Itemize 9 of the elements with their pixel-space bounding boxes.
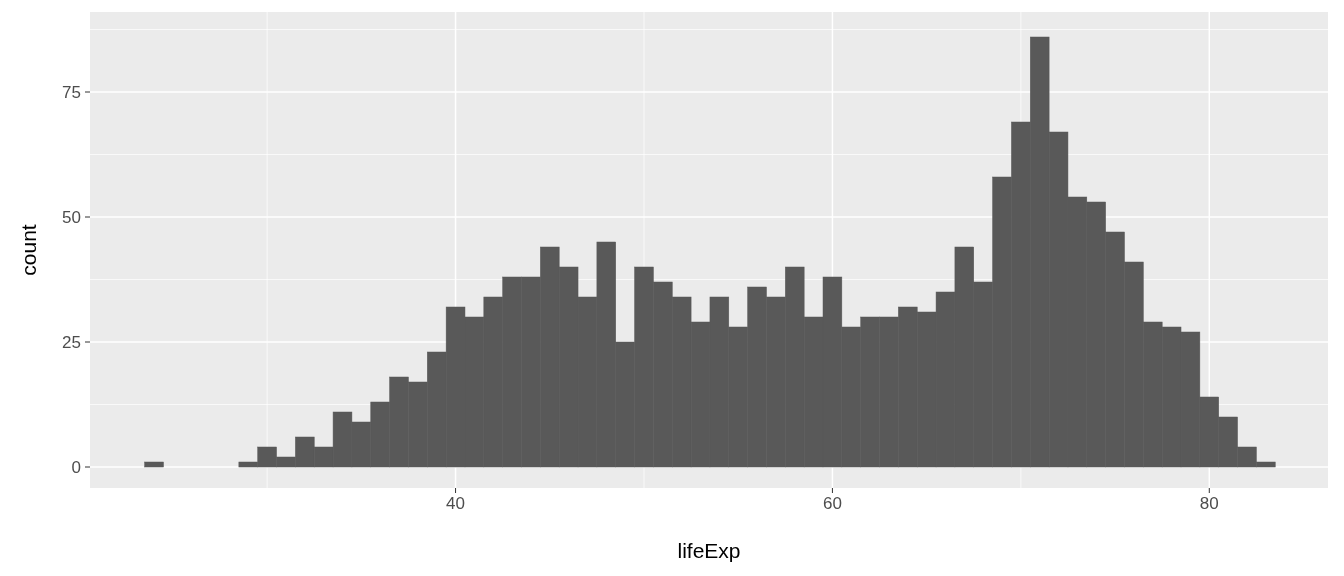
y-tick-label: 75 — [62, 82, 81, 102]
y-tick-label: 50 — [62, 207, 81, 227]
x-tick-label: 60 — [822, 494, 842, 513]
y-tick-label: 25 — [62, 332, 81, 352]
y-tick-label: 0 — [71, 457, 81, 477]
x-tick-label: 40 — [446, 494, 466, 513]
x-axis-title: lifeExp — [677, 539, 741, 562]
y-axis-title: count — [17, 224, 40, 276]
x-tick-label: 80 — [1199, 494, 1219, 513]
